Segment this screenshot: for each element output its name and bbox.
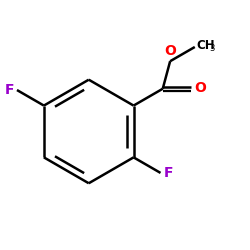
Text: O: O — [164, 44, 176, 58]
Text: F: F — [4, 83, 14, 97]
Text: O: O — [194, 81, 206, 95]
Text: F: F — [164, 166, 173, 180]
Text: 3: 3 — [209, 44, 215, 53]
Text: CH: CH — [196, 39, 215, 52]
